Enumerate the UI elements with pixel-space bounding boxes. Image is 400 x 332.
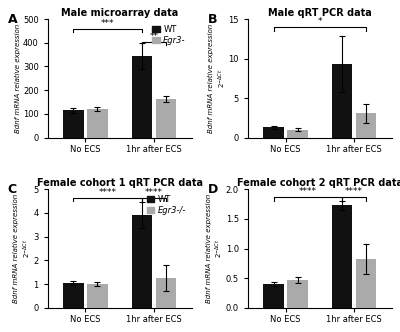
Bar xyxy=(263,127,284,137)
Bar xyxy=(332,64,352,137)
Text: ****: **** xyxy=(299,187,317,197)
Text: A: A xyxy=(8,13,17,26)
Title: Female cohort 1 qRT PCR data: Female cohort 1 qRT PCR data xyxy=(37,179,203,189)
Legend: WT, Egr3-: WT, Egr3- xyxy=(151,23,187,46)
Bar xyxy=(87,284,108,308)
Text: ****: **** xyxy=(99,188,117,197)
Text: **: ** xyxy=(150,32,158,41)
Text: *: * xyxy=(318,17,322,27)
Bar xyxy=(63,110,84,137)
Title: Male qRT PCR data: Male qRT PCR data xyxy=(268,8,372,18)
Bar xyxy=(332,205,352,308)
Y-axis label: Bdnf mRNA relative expression
$2^{-\Delta Ct}$: Bdnf mRNA relative expression $2^{-\Delt… xyxy=(13,194,32,303)
Text: B: B xyxy=(208,13,217,26)
Text: ***: *** xyxy=(101,19,114,28)
Y-axis label: Bdnf mRNA relative expression
$2^{-\Delta Ct}$: Bdnf mRNA relative expression $2^{-\Delt… xyxy=(208,24,227,133)
Bar xyxy=(87,109,108,137)
Bar xyxy=(287,130,308,137)
Y-axis label: Bdnf mRNA relative expression: Bdnf mRNA relative expression xyxy=(15,24,22,133)
Bar xyxy=(132,215,152,308)
Bar xyxy=(132,56,152,137)
Bar xyxy=(156,278,176,308)
Bar xyxy=(356,113,376,137)
Text: ****: **** xyxy=(145,188,163,197)
Title: Male microarray data: Male microarray data xyxy=(61,8,178,18)
Title: Female cohort 2 qRT PCR data: Female cohort 2 qRT PCR data xyxy=(237,179,400,189)
Bar xyxy=(287,280,308,308)
Bar xyxy=(63,283,84,308)
Bar xyxy=(356,259,376,308)
Bar xyxy=(263,284,284,308)
Text: ****: **** xyxy=(345,187,363,197)
Text: C: C xyxy=(8,183,17,196)
Legend: WT, Egr3-/-: WT, Egr3-/- xyxy=(145,194,187,216)
Text: D: D xyxy=(208,183,218,196)
Bar xyxy=(156,99,176,137)
Y-axis label: Bdnf mRNA relative expression
$2^{-\Delta Ct}$: Bdnf mRNA relative expression $2^{-\Delt… xyxy=(206,194,224,303)
